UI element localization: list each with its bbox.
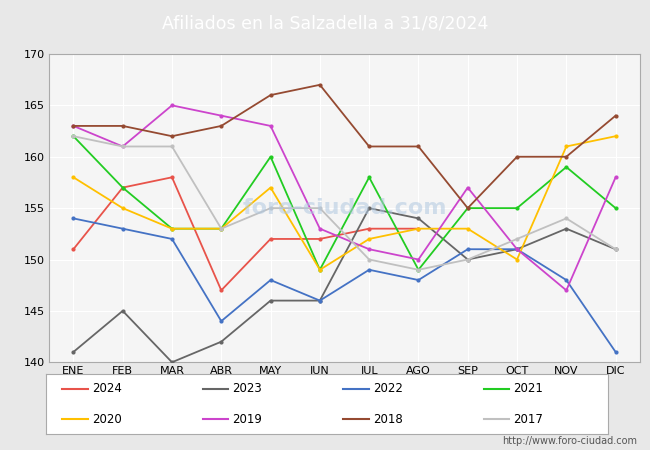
Text: 2020: 2020 [92, 413, 122, 426]
Text: 2023: 2023 [233, 382, 262, 395]
Text: 2018: 2018 [373, 413, 403, 426]
Text: 2021: 2021 [514, 382, 543, 395]
Text: 2019: 2019 [233, 413, 263, 426]
Text: Afiliados en la Salzadella a 31/8/2024: Afiliados en la Salzadella a 31/8/2024 [162, 14, 488, 33]
Text: http://www.foro-ciudad.com: http://www.foro-ciudad.com [502, 436, 637, 446]
Text: 2017: 2017 [514, 413, 543, 426]
Text: 2022: 2022 [373, 382, 403, 395]
Text: foro-ciudad.com: foro-ciudad.com [242, 198, 447, 218]
Text: 2024: 2024 [92, 382, 122, 395]
